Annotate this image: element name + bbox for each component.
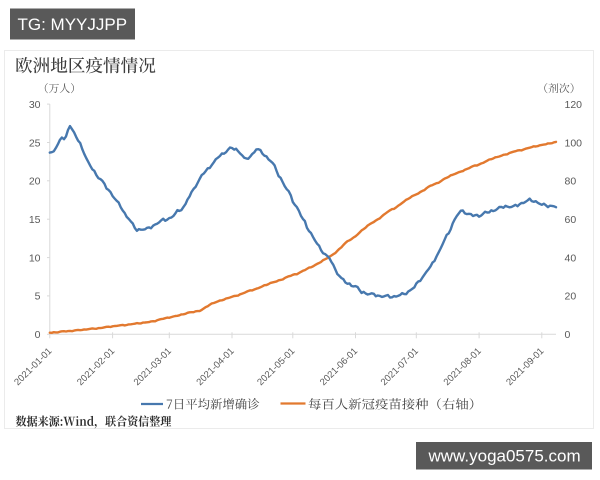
svg-text:0: 0 (565, 329, 571, 341)
svg-text:TG: MYYJJPP: TG: MYYJJPP (18, 15, 128, 34)
svg-text:120: 120 (565, 99, 583, 111)
svg-text:20: 20 (565, 291, 577, 303)
svg-text:5: 5 (35, 291, 41, 303)
svg-text:40: 40 (565, 252, 577, 264)
svg-text:0: 0 (35, 329, 41, 341)
svg-text:60: 60 (565, 214, 577, 226)
svg-text:100: 100 (565, 137, 583, 149)
svg-text:10: 10 (29, 252, 41, 264)
svg-text:25: 25 (29, 137, 41, 149)
svg-text:15: 15 (29, 214, 41, 226)
svg-text:30: 30 (29, 99, 41, 111)
svg-text:www.yoga0575.com: www.yoga0575.com (428, 447, 581, 466)
svg-text:20: 20 (29, 176, 41, 188)
svg-text:80: 80 (565, 176, 577, 188)
